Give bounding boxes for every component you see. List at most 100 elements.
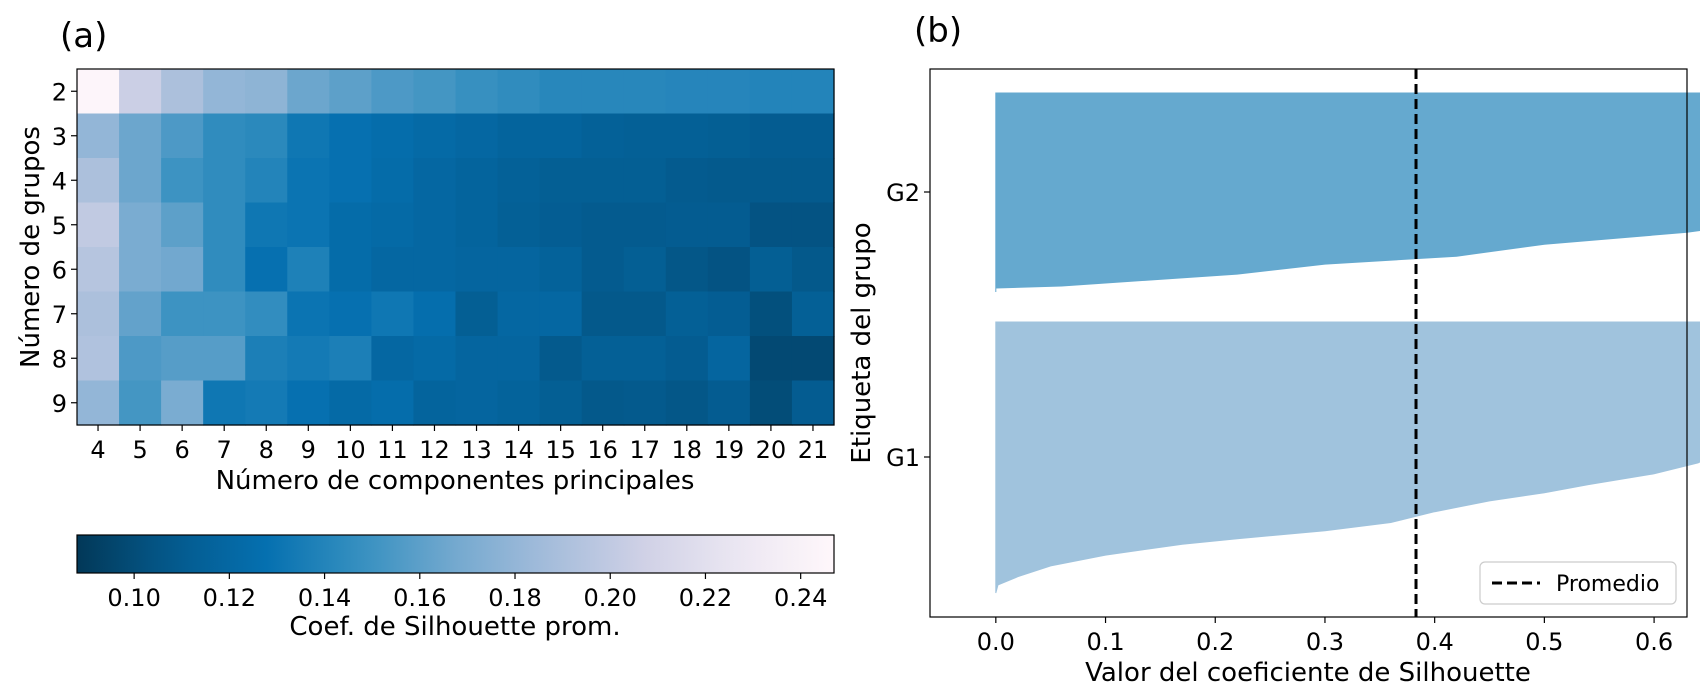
heatmap-y-tick-label: 5	[52, 212, 67, 240]
silhouette-frame	[929, 68, 1688, 618]
colorbar-tick-label: 0.24	[774, 584, 827, 612]
heatmap-cell	[413, 336, 457, 382]
heatmap-cell	[749, 336, 793, 382]
heatmap-cell	[77, 380, 120, 426]
colorbar-ticks: 0.10 0.12 0.14 0.16 0.18 0.20 0.22 0.24	[107, 573, 827, 612]
heatmap-cell	[623, 380, 667, 426]
heatmap-cell	[581, 380, 625, 426]
heatmap-cell	[329, 158, 372, 204]
silhouette-area-g1	[995, 321, 1700, 594]
heatmap-cell	[203, 380, 246, 426]
heatmap-cell	[539, 291, 583, 337]
heatmap-cell	[623, 336, 667, 382]
colorbar-tick-label: 0.14	[298, 584, 351, 612]
heatmap-x-tick-label: 17	[629, 436, 660, 464]
heatmap-cell	[371, 69, 415, 115]
heatmap-cell	[329, 202, 372, 248]
heatmap-frame	[76, 68, 835, 426]
colorbar-tick-label: 0.22	[679, 584, 732, 612]
heatmap-cell	[245, 380, 288, 426]
heatmap-cell	[665, 158, 709, 204]
heatmap-cell	[623, 202, 667, 248]
heatmap-x-tick-label: 19	[714, 436, 745, 464]
heatmap-cell	[497, 291, 541, 337]
silhouette-x-tick-label: 0.2	[1196, 628, 1234, 656]
legend-box	[1479, 561, 1677, 605]
heatmap-cell	[287, 158, 330, 204]
heatmap-cell	[497, 69, 541, 115]
heatmap-cell	[623, 113, 667, 159]
heatmap-y-label: Número de grupos	[16, 126, 46, 368]
heatmap-cell	[329, 291, 372, 337]
heatmap-cell	[119, 336, 162, 382]
heatmap-cell	[497, 202, 541, 248]
panel-label-b: (b)	[914, 11, 962, 51]
heatmap-cell	[791, 380, 835, 426]
heatmap-cell	[203, 247, 246, 293]
heatmap-cell	[749, 202, 793, 248]
heatmap-cell	[497, 113, 541, 159]
heatmap-cell	[77, 291, 120, 337]
heatmap-cell	[287, 69, 330, 115]
heatmap-cell	[455, 380, 499, 426]
heatmap-cell	[707, 113, 751, 159]
heatmap-cell	[77, 247, 120, 293]
heatmap-cell	[665, 291, 709, 337]
heatmap-cell	[791, 158, 835, 204]
silhouette-x-tick-label: 0.6	[1635, 628, 1673, 656]
heatmap-y-tick-label: 6	[52, 256, 67, 284]
heatmap-cell	[119, 158, 162, 204]
heatmap-cell	[707, 336, 751, 382]
heatmap-x-tick-label: 7	[217, 436, 232, 464]
heatmap-cell	[497, 336, 541, 382]
heatmap-cell	[161, 69, 204, 115]
heatmap-cell	[791, 202, 835, 248]
heatmap-cell	[203, 336, 246, 382]
silhouette-x-label: Valor del coeficiente de Silhouette	[1085, 658, 1531, 688]
silhouette-y-tick-label: G2	[886, 179, 920, 207]
heatmap-cell	[455, 247, 499, 293]
heatmap-cell	[539, 247, 583, 293]
heatmap-cell	[119, 291, 162, 337]
heatmap-cell	[329, 247, 372, 293]
heatmap-cell	[161, 380, 204, 426]
heatmap-cell	[749, 380, 793, 426]
heatmap-cell	[413, 202, 457, 248]
heatmap-cell	[203, 69, 246, 115]
heatmap-cell	[119, 69, 162, 115]
heatmap-x-tick-label: 10	[335, 436, 366, 464]
heatmap-cell	[119, 202, 162, 248]
heatmap-cell	[119, 113, 162, 159]
heatmap-x-tick-label: 14	[503, 436, 534, 464]
heatmap-cell	[287, 336, 330, 382]
heatmap-x-label: Número de componentes principales	[216, 466, 695, 496]
heatmap-x-tick-label: 12	[419, 436, 450, 464]
heatmap-y-tick-label: 7	[52, 301, 67, 329]
heatmap-x-tick-label: 11	[377, 436, 408, 464]
heatmap-cell	[413, 113, 457, 159]
heatmap-cell	[287, 291, 330, 337]
heatmap-cell	[581, 69, 625, 115]
heatmap-cell	[497, 158, 541, 204]
heatmap-y-tick-label: 9	[52, 390, 67, 418]
heatmap-cell	[665, 247, 709, 293]
heatmap-cell	[77, 336, 120, 382]
heatmap-cell	[119, 247, 162, 293]
heatmap-cell	[749, 247, 793, 293]
heatmap-cell	[245, 291, 288, 337]
heatmap-x-tick-label: 9	[301, 436, 316, 464]
heatmap-cell	[539, 158, 583, 204]
heatmap-x-tick-label: 4	[90, 436, 105, 464]
heatmap-cell	[203, 291, 246, 337]
heatmap-cell	[413, 69, 457, 115]
heatmap-cell	[161, 202, 204, 248]
heatmap-cell	[287, 380, 330, 426]
heatmap-x-tick-label: 6	[174, 436, 189, 464]
heatmap-cell	[749, 291, 793, 337]
heatmap-cell	[329, 69, 372, 115]
legend-average-label: Promedio	[1556, 572, 1659, 597]
heatmap-x-tick-label: 20	[756, 436, 787, 464]
heatmap-cell	[329, 113, 372, 159]
colorbar	[76, 534, 835, 574]
heatmap-cell	[581, 202, 625, 248]
